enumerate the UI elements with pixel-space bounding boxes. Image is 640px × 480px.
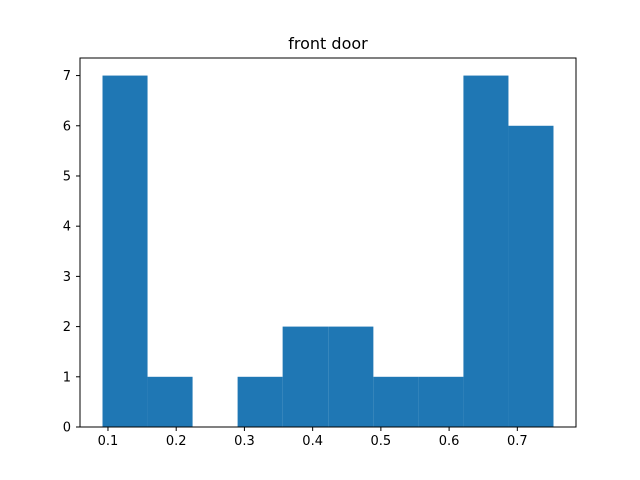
x-tick-label: 0.7: [507, 434, 528, 449]
x-axis: 0.1 0.2 0.3 0.4 0.5 0.6 0.7: [98, 427, 528, 449]
histogram-bar: [328, 326, 374, 427]
histogram-bar: [237, 376, 283, 427]
x-tick-label: 0.2: [166, 434, 187, 449]
histogram-bar: [508, 125, 554, 427]
y-tick-label: 7: [63, 69, 71, 84]
y-tick-label: 2: [63, 320, 71, 335]
x-tick-label: 0.1: [98, 434, 119, 449]
histogram-bar: [102, 75, 148, 428]
y-tick-label: 4: [63, 220, 71, 235]
x-tick-label: 0.5: [371, 434, 392, 449]
y-tick-label: 6: [63, 119, 71, 134]
x-tick-label: 0.4: [302, 434, 323, 449]
x-tick-label: 0.6: [439, 434, 460, 449]
y-axis: 0 1 2 3 4 5 6 7: [63, 69, 80, 436]
plot-frame: [79, 57, 577, 428]
histogram-bar: [282, 326, 329, 427]
y-tick-label: 0: [63, 421, 71, 436]
x-tick-label: 0.3: [234, 434, 255, 449]
histogram-bar: [418, 376, 464, 427]
bars-group: [102, 75, 554, 428]
chart-title: front door: [288, 34, 368, 53]
y-tick-label: 1: [63, 370, 71, 385]
y-tick-label: 5: [63, 169, 71, 184]
y-tick-label: 3: [63, 270, 71, 285]
histogram-bar: [373, 376, 419, 427]
histogram-bar: [463, 75, 509, 428]
histogram-bar: [147, 376, 193, 427]
